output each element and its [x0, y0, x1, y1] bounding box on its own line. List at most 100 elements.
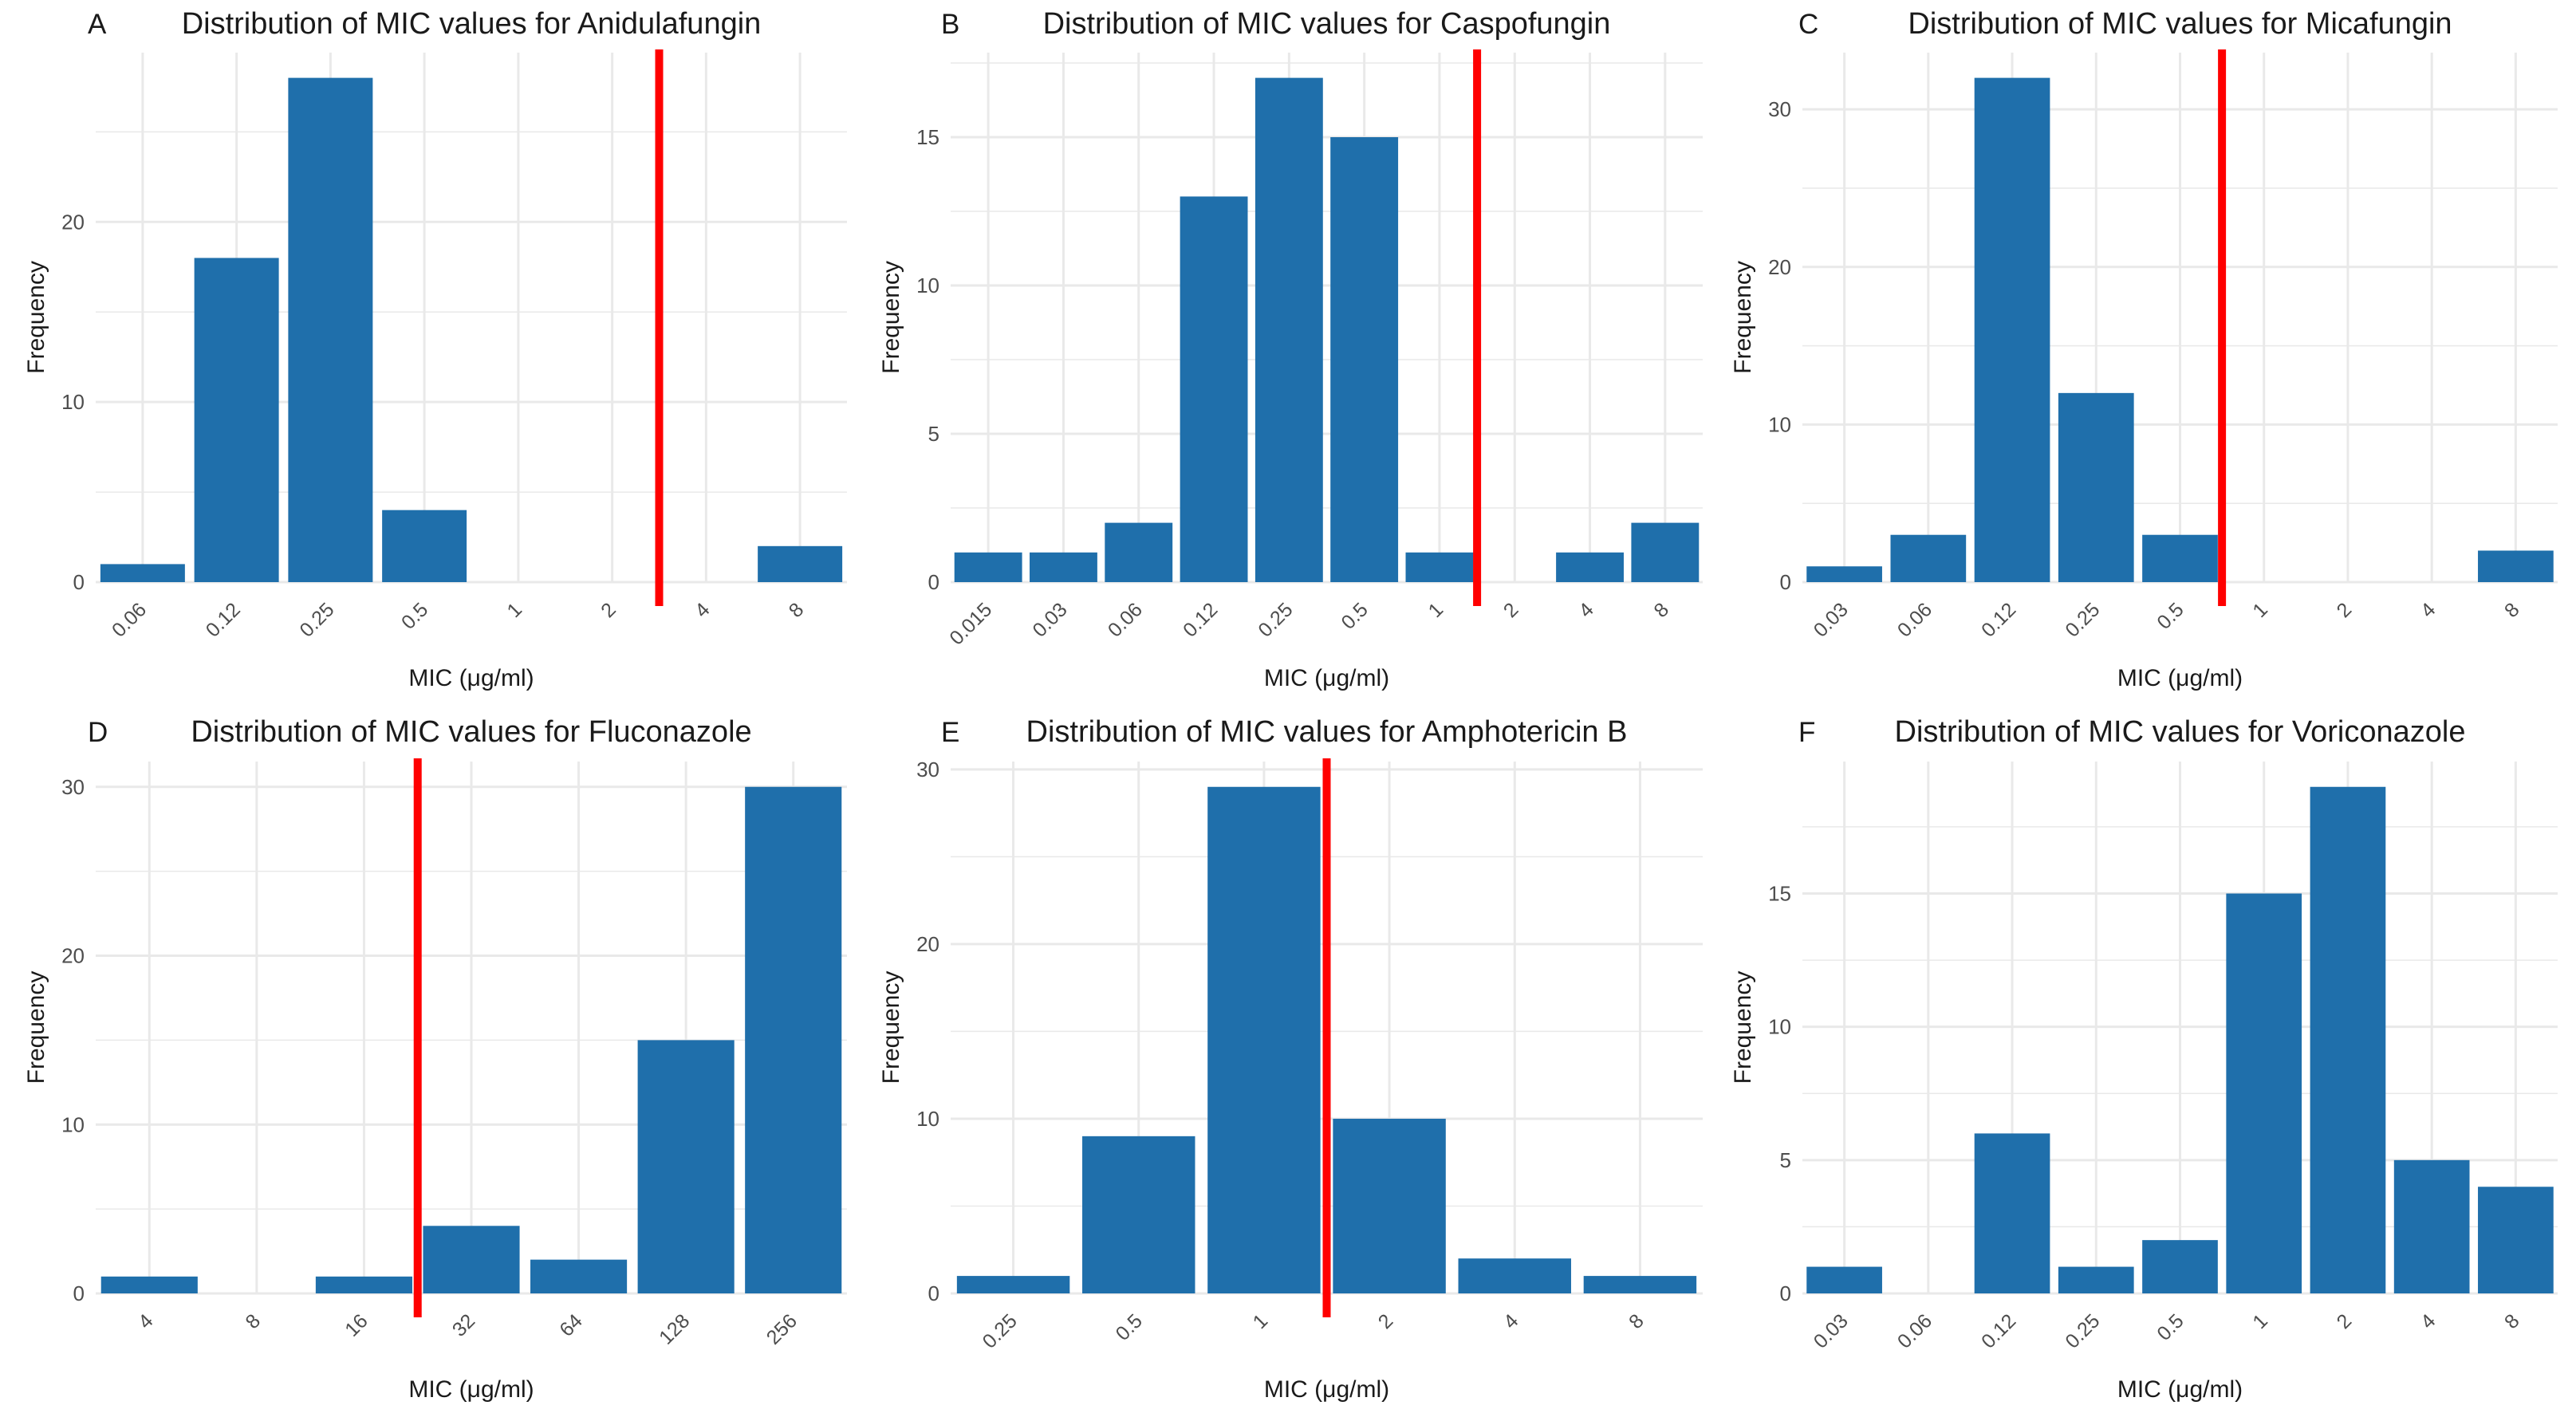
bar-16 — [315, 1276, 412, 1293]
bar-0.06 — [1105, 522, 1173, 582]
panel-e: 0 10 20 30 0.25 0.5 1 2 4 8 MIC (μg/ml) Frequency E D… — [878, 715, 1703, 1403]
y-tick-label: 0 — [928, 1281, 939, 1305]
x-tick-label: 0.06 — [1893, 1309, 1936, 1352]
x-tick-label: 2 — [2333, 598, 2357, 622]
panel-d: 0 10 20 30 4 8 16 32 64 128 256 MIC (μg/ml) Frequenc… — [23, 715, 847, 1403]
x-tick-label: 0.25 — [2061, 1309, 2104, 1352]
bar-8 — [2478, 1187, 2554, 1293]
x-tick-label: 2 — [1374, 1309, 1398, 1333]
x-tick-label: 16 — [341, 1309, 372, 1340]
bar-1 — [1207, 786, 1321, 1293]
bar-0.06 — [100, 564, 185, 582]
bar-0.5 — [382, 510, 467, 582]
x-tick-label: 0.5 — [2153, 598, 2188, 633]
chart-title: Distribution of MIC values for Amphoteri… — [1026, 715, 1628, 749]
x-tick-label: 0.25 — [2061, 598, 2104, 641]
y-tick-label: 0 — [1780, 570, 1791, 594]
x-tick-label: 0.03 — [1810, 598, 1853, 641]
bar-8 — [758, 545, 843, 582]
bar-0.12 — [1974, 77, 2050, 583]
x-tick-label: 4 — [1499, 1309, 1523, 1333]
x-tick-label: 8 — [2500, 1309, 2524, 1333]
chart-title: Distribution of MIC values for Anidulafu… — [182, 7, 762, 41]
x-tick-label: 0.015 — [945, 598, 996, 649]
panel-a: 0 10 20 0.06 0.12 0.25 0.5 1 2 4 8 MIC (μg/ml) Frequ… — [23, 7, 847, 691]
y-tick-label: 30 — [1768, 97, 1791, 121]
chart-title: Distribution of MIC values for Caspofung… — [1043, 7, 1611, 41]
y-tick-label: 10 — [61, 390, 85, 414]
x-tick-label: 4 — [134, 1309, 158, 1333]
x-tick-label: 2 — [1499, 598, 1523, 622]
x-tick-label: 0.12 — [1977, 598, 2020, 641]
bar-0.25 — [956, 1276, 1070, 1293]
y-tick-label: 20 — [1768, 255, 1791, 279]
bar-4 — [1458, 1258, 1571, 1293]
x-tick-label: 0.06 — [108, 598, 151, 641]
x-tick-label: 2 — [2333, 1309, 2357, 1333]
y-axis-title: Frequency — [23, 261, 49, 374]
bar-0.5 — [1330, 137, 1399, 583]
panel-label: F — [1798, 717, 1815, 748]
y-tick-label: 10 — [916, 1107, 939, 1131]
x-tick-label: 256 — [762, 1309, 802, 1348]
x-tick-label: 4 — [691, 598, 715, 622]
x-tick-label: 1 — [1424, 598, 1448, 622]
x-tick-label: 0.5 — [2153, 1309, 2188, 1344]
bar-8 — [2478, 550, 2554, 582]
x-tick-label: 4 — [2416, 598, 2440, 622]
x-tick-label: 8 — [785, 598, 809, 622]
x-axis-title: MIC (μg/ml) — [2117, 665, 2243, 691]
bar-0.06 — [1890, 534, 1967, 582]
x-tick-label: 0.03 — [1028, 598, 1071, 641]
bar-0.12 — [194, 258, 279, 582]
y-tick-label: 10 — [1768, 1015, 1791, 1039]
y-tick-label: 5 — [1780, 1148, 1791, 1172]
x-axis-title: MIC (μg/ml) — [1264, 665, 1389, 691]
bar-4 — [1556, 552, 1624, 582]
bar-0.03 — [1806, 1266, 1882, 1293]
bar-0.12 — [1974, 1133, 2050, 1293]
panel-b: 0 5 10 15 0.015 0.03 0.06 0.12 0.25 0.5 1 2 4 8 MIC (μ… — [878, 7, 1703, 691]
x-tick-label: 0.5 — [397, 598, 432, 633]
panel-label: B — [941, 9, 959, 40]
y-tick-label: 15 — [916, 125, 939, 149]
x-tick-label: 64 — [555, 1309, 587, 1341]
chart-title: Distribution of MIC values for Voriconaz… — [1895, 715, 2466, 749]
x-tick-label: 0.5 — [1337, 598, 1373, 633]
x-tick-label: 1 — [1249, 1309, 1273, 1333]
bar-0.12 — [1180, 196, 1248, 583]
bar-0.25 — [2058, 1266, 2134, 1293]
y-axis-title: Frequency — [878, 971, 904, 1084]
bar-0.03 — [1806, 566, 1882, 582]
bar-64 — [530, 1259, 628, 1293]
bar-0.03 — [1030, 552, 1097, 582]
y-tick-label: 0 — [1780, 1281, 1791, 1305]
bar-0.25 — [1255, 77, 1323, 583]
bar-8 — [1631, 522, 1700, 582]
x-axis-title: MIC (μg/ml) — [2117, 1376, 2243, 1403]
chart-title: Distribution of MIC values for Micafungi… — [1908, 7, 2452, 41]
y-tick-label: 30 — [916, 758, 939, 781]
bar-1 — [1405, 552, 1474, 582]
x-tick-label: 0.25 — [979, 1309, 1022, 1352]
panel-c: 0 10 20 30 0.03 0.06 0.12 0.25 0.5 1 2 4 8 MIC (μg/ml… — [1730, 7, 2558, 691]
bar-128 — [637, 1040, 735, 1293]
bar-8 — [1583, 1276, 1697, 1293]
bar-4 — [100, 1276, 198, 1293]
x-tick-label: 0.5 — [1112, 1309, 1147, 1344]
x-axis-title: MIC (μg/ml) — [408, 665, 534, 691]
y-tick-label: 30 — [61, 775, 85, 799]
x-tick-label: 0.06 — [1893, 598, 1936, 641]
x-tick-label: 0.06 — [1104, 598, 1147, 641]
y-tick-label: 0 — [928, 570, 939, 594]
bar-2 — [1333, 1118, 1446, 1293]
x-tick-label: 0.03 — [1810, 1309, 1853, 1352]
x-tick-label: 1 — [502, 598, 526, 622]
x-tick-label: 4 — [1574, 598, 1598, 622]
bar-256 — [745, 786, 842, 1293]
y-tick-label: 10 — [1768, 412, 1791, 436]
x-tick-label: 2 — [597, 598, 620, 622]
x-tick-label: 8 — [241, 1309, 265, 1333]
y-tick-label: 0 — [73, 1281, 85, 1305]
